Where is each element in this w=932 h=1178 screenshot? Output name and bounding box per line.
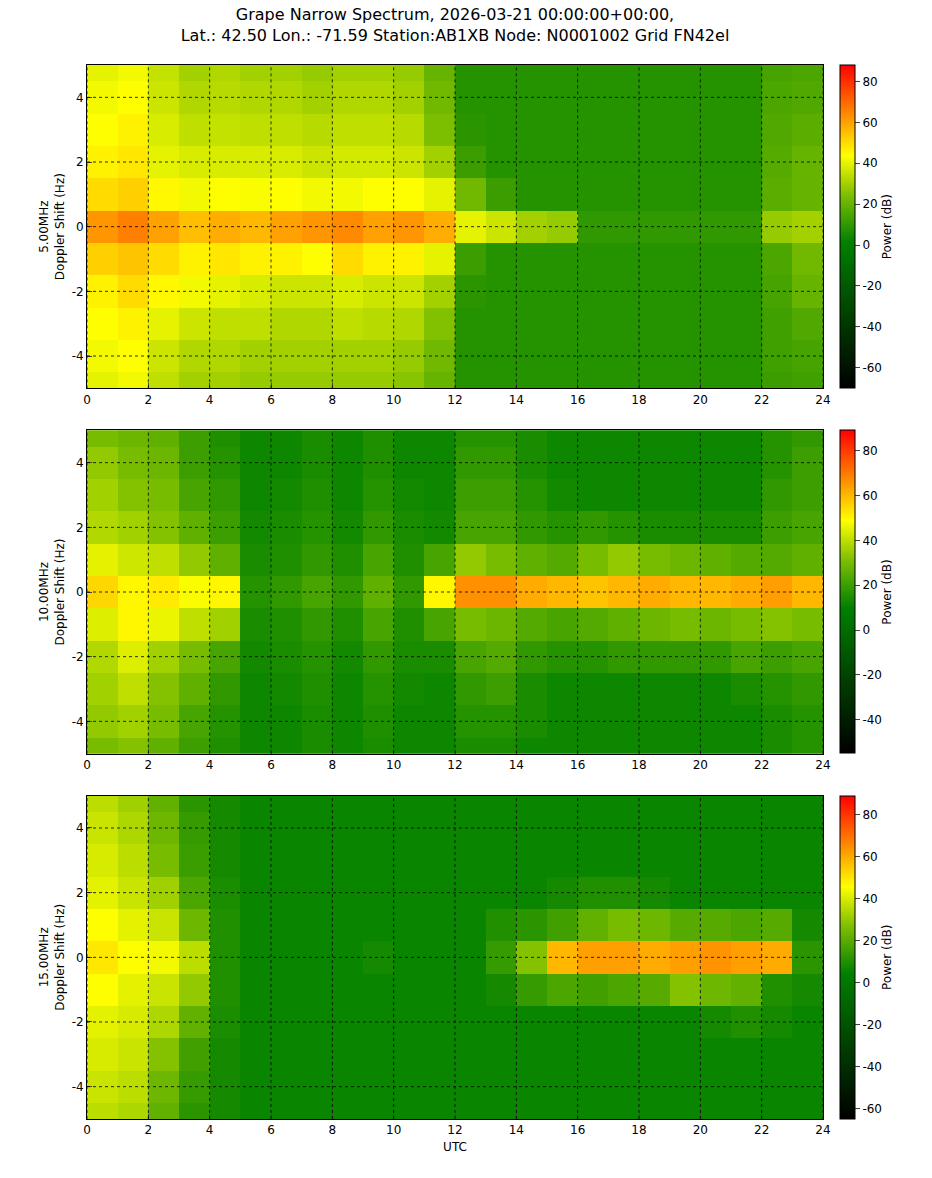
- svg-text:10: 10: [386, 758, 401, 772]
- svg-text:2: 2: [145, 393, 153, 407]
- svg-text:8: 8: [329, 758, 337, 772]
- svg-text:14: 14: [509, 393, 524, 407]
- svg-text:20: 20: [862, 934, 877, 948]
- svg-text:20: 20: [693, 758, 708, 772]
- svg-text:20: 20: [862, 197, 877, 211]
- svg-text:60: 60: [862, 850, 877, 864]
- svg-text:15.00MHzDoppler Shift (Hz): 15.00MHzDoppler Shift (Hz): [37, 904, 67, 1011]
- svg-text:2: 2: [145, 1123, 153, 1137]
- svg-text:2: 2: [145, 758, 153, 772]
- svg-text:-40: -40: [862, 1060, 882, 1074]
- svg-text:14: 14: [509, 758, 524, 772]
- svg-text:8: 8: [329, 1123, 337, 1137]
- svg-text:0: 0: [862, 976, 870, 990]
- svg-text:0: 0: [76, 951, 84, 965]
- svg-text:-20: -20: [862, 279, 882, 293]
- svg-text:-20: -20: [862, 1018, 882, 1032]
- svg-text:16: 16: [570, 393, 585, 407]
- svg-text:Power (dB): Power (dB): [880, 925, 894, 990]
- svg-text:12: 12: [447, 393, 462, 407]
- svg-text:4: 4: [76, 91, 84, 105]
- svg-text:-2: -2: [72, 1015, 84, 1029]
- svg-text:80: 80: [862, 808, 877, 822]
- svg-text:2: 2: [76, 155, 84, 169]
- svg-text:40: 40: [862, 892, 877, 906]
- svg-text:10: 10: [386, 1123, 401, 1137]
- svg-text:0: 0: [83, 393, 91, 407]
- svg-text:24: 24: [815, 1123, 830, 1137]
- svg-text:14: 14: [509, 1123, 524, 1137]
- svg-text:18: 18: [631, 393, 646, 407]
- svg-text:80: 80: [862, 75, 877, 89]
- svg-text:10.00MHzDoppler Shift (Hz): 10.00MHzDoppler Shift (Hz): [37, 538, 67, 645]
- svg-text:40: 40: [862, 534, 877, 548]
- svg-text:-4: -4: [72, 1080, 84, 1094]
- svg-text:6: 6: [267, 1123, 275, 1137]
- svg-text:-60: -60: [862, 361, 882, 375]
- svg-text:-40: -40: [862, 320, 882, 334]
- svg-text:60: 60: [862, 489, 877, 503]
- svg-text:Grape Narrow Spectrum, 2026-03: Grape Narrow Spectrum, 2026-03-21 00:00:…: [181, 5, 730, 45]
- svg-text:0: 0: [83, 758, 91, 772]
- svg-text:22: 22: [754, 1123, 769, 1137]
- svg-text:18: 18: [631, 1123, 646, 1137]
- svg-text:24: 24: [815, 393, 830, 407]
- svg-text:4: 4: [76, 456, 84, 470]
- svg-text:4: 4: [206, 393, 214, 407]
- svg-text:-4: -4: [72, 715, 84, 729]
- svg-text:0: 0: [862, 238, 870, 252]
- svg-text:-2: -2: [72, 650, 84, 664]
- svg-text:2: 2: [76, 521, 84, 535]
- svg-text:22: 22: [754, 758, 769, 772]
- svg-text:-60: -60: [862, 1102, 882, 1116]
- svg-text:UTC: UTC: [443, 1140, 467, 1154]
- svg-text:20: 20: [693, 393, 708, 407]
- svg-text:4: 4: [206, 758, 214, 772]
- svg-text:0: 0: [862, 623, 870, 637]
- svg-text:Power (dB): Power (dB): [880, 559, 894, 624]
- svg-text:0: 0: [76, 585, 84, 599]
- svg-text:16: 16: [570, 1123, 585, 1137]
- svg-text:16: 16: [570, 758, 585, 772]
- svg-text:4: 4: [206, 1123, 214, 1137]
- svg-text:60: 60: [862, 116, 877, 130]
- svg-text:20: 20: [693, 1123, 708, 1137]
- svg-text:4: 4: [76, 821, 84, 835]
- svg-text:0: 0: [83, 1123, 91, 1137]
- svg-text:-20: -20: [862, 668, 882, 682]
- svg-text:0: 0: [76, 220, 84, 234]
- svg-text:8: 8: [329, 393, 337, 407]
- svg-text:2: 2: [76, 886, 84, 900]
- svg-text:12: 12: [447, 758, 462, 772]
- svg-text:18: 18: [631, 758, 646, 772]
- svg-text:20: 20: [862, 578, 877, 592]
- svg-text:-40: -40: [862, 713, 882, 727]
- svg-text:40: 40: [862, 156, 877, 170]
- svg-text:-4: -4: [72, 349, 84, 363]
- svg-text:-2: -2: [72, 285, 84, 299]
- svg-text:12: 12: [447, 1123, 462, 1137]
- svg-text:22: 22: [754, 393, 769, 407]
- svg-text:6: 6: [267, 758, 275, 772]
- svg-text:Power (dB): Power (dB): [880, 194, 894, 259]
- svg-text:80: 80: [862, 444, 877, 458]
- svg-text:10: 10: [386, 393, 401, 407]
- svg-text:6: 6: [267, 393, 275, 407]
- svg-text:5.00MHzDoppler Shift (Hz): 5.00MHzDoppler Shift (Hz): [37, 173, 67, 280]
- svg-text:24: 24: [815, 758, 830, 772]
